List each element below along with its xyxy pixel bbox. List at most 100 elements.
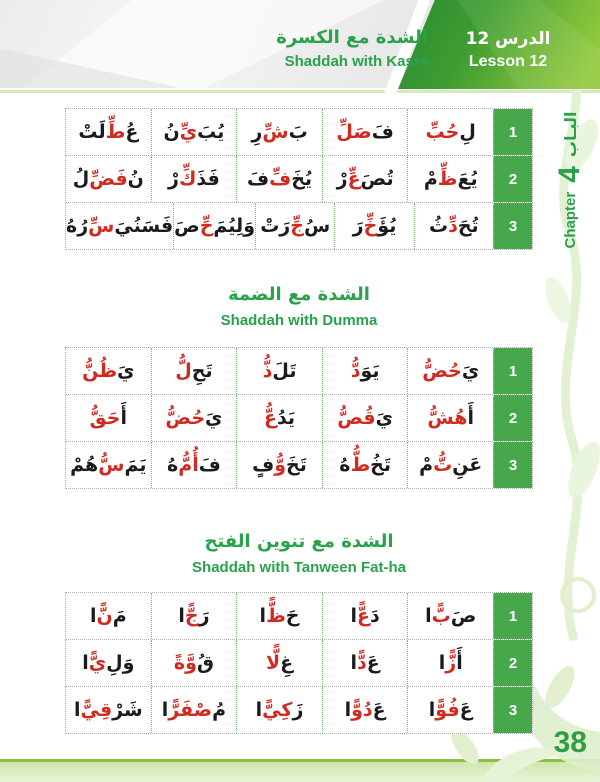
word-segment: تُصَ: [360, 168, 394, 190]
word-segment: وَلِيُمَ: [213, 215, 256, 237]
word-segment: لًّا: [265, 652, 281, 674]
word-segment: خِّ: [363, 215, 378, 237]
word-cell: بَ شِّ رِ: [236, 109, 322, 155]
word-segment: تَخَ: [286, 454, 307, 476]
word-cell: تَحِ لُّ: [150, 348, 237, 394]
word-cell: لِ حُبِّ: [407, 109, 493, 155]
word-cell: قُ وَّةً: [150, 640, 237, 686]
word-segment: قُصُّ: [337, 407, 376, 429]
word-segment: حِّ: [199, 215, 214, 237]
word-segment: ا: [259, 605, 267, 627]
word-cell: يَوَ دُّ: [321, 348, 408, 394]
header-rule: [0, 90, 600, 93]
word-segment: حُضُّ: [165, 407, 206, 429]
word-segment: ا: [82, 652, 89, 674]
word-segment: ا: [428, 699, 436, 721]
word-cell: فَسَنُيَ سِّ رُهُ: [66, 203, 173, 249]
page-title-english: Shaddah with Kasra: [284, 53, 428, 70]
word-segment: ذُّ: [262, 360, 273, 382]
word-segment: تُّ: [433, 454, 453, 476]
word-segment: يُبَ: [197, 121, 225, 143]
table-row: 2 يُعَ ظِّ مْ تُصَ عِّ رْ يُخَ فِّ فَ فَذَ كِّ رْ نُ ف…: [65, 155, 533, 203]
word-segment: ا: [178, 605, 185, 627]
word-segment: دِّ: [448, 215, 458, 237]
word-segment: مْ: [423, 168, 438, 190]
lesson-title-english: Lesson 12: [468, 53, 548, 70]
word-segment: هُ: [339, 454, 351, 476]
word-segment: نُ: [163, 121, 180, 143]
word-segment: جًّ: [184, 605, 199, 627]
word-cell: يَ حُضُّ: [150, 395, 237, 441]
word-segment: حَ: [285, 605, 300, 627]
footer-band: [0, 762, 600, 782]
words-table-dumma: 1 يَ حُضُّ يَوَ دُّ تَلَ ذُّ تَحِ لُّ يَ ظُنُّ 2 أَ ه…: [65, 347, 533, 489]
word-segment: فُوًّ: [435, 699, 460, 721]
chapter-label-english: Chapter: [561, 191, 579, 249]
row-number-badge: 1: [493, 109, 532, 155]
word-segment: سُّ: [98, 454, 125, 476]
page-title-arabic: الشدة مع الكسرة: [276, 27, 428, 48]
word-segment: زًّ: [445, 652, 457, 674]
word-segment: دُّ: [350, 360, 361, 382]
word-segment: ظًّ: [266, 605, 286, 627]
chapter-number: 4: [553, 166, 586, 183]
word-segment: كِّ: [178, 168, 197, 190]
word-segment: لَتْ: [78, 121, 106, 143]
word-cell: يُؤَ خِّ رَ: [334, 203, 413, 249]
word-segment: عَ: [372, 699, 386, 721]
word-cell: شَرْ قِيًّ ا: [66, 687, 151, 733]
word-segment: رْ: [336, 168, 348, 190]
table-row: 1 لِ حُبِّ فَ صَلِّ بَ شِّ رِ يُبَ يِّ نُ عُ طِّ لَتْ: [65, 108, 533, 156]
word-segment: طُّ: [350, 454, 371, 476]
lesson-title-arabic: الدرس 12: [465, 29, 551, 49]
word-segment: دَ: [369, 605, 380, 627]
word-segment: يَ: [205, 407, 223, 429]
word-segment: فَ: [247, 168, 270, 190]
word-segment: صَ: [174, 215, 200, 237]
word-cell: عَ دًّ ا: [321, 640, 408, 686]
word-segment: كِيًّ: [262, 699, 293, 721]
word-segment: حَقُّ: [89, 407, 121, 429]
word-segment: مُ: [212, 699, 227, 721]
word-segment: يَمَ: [124, 454, 147, 476]
word-segment: يَوَ: [360, 360, 380, 382]
word-segment: أَ: [120, 407, 127, 429]
word-cell: تُحَ دِّ ثُ: [413, 203, 493, 249]
word-segment: ا: [425, 605, 432, 627]
word-cell: رَ جًّ ا: [150, 593, 237, 639]
word-segment: يُعَ: [457, 168, 478, 190]
word-cell: مَ نًّ ا: [66, 593, 151, 639]
row-number-badge: 3: [493, 442, 532, 488]
word-segment: نُ: [127, 168, 144, 190]
word-cell: يُبَ يِّ نُ: [150, 109, 237, 155]
word-segment: فَذَ: [196, 168, 220, 190]
word-segment: أَ: [467, 407, 474, 429]
word-cell: أَ حَقُّ: [66, 395, 151, 441]
table-row: 3 عَنِ تُّ مْ تَخُ طُّ هُ تَخَ وُّ فٍ فَ أُمُّ هُ يَم…: [65, 441, 533, 489]
word-segment: يًّ: [88, 652, 107, 674]
page-title: الشدة مع الكسرة Shaddah with Kasra: [276, 27, 428, 70]
table-row: 2 أَ زًّ ا عَ دًّ ا غِ لًّا قُ وَّةً وَلِ يًّ ا: [65, 639, 533, 687]
word-cell: تَخَ وُّ فٍ: [236, 442, 322, 488]
word-cell: يَ حُضُّ: [407, 348, 493, 394]
word-segment: رَ: [352, 215, 364, 237]
word-cell: تَخُ طُّ هُ: [321, 442, 408, 488]
word-segment: حُضُّ: [422, 360, 462, 382]
section-title-english: Shaddah with Tanween Fat-ha: [192, 559, 406, 576]
word-segment: عِّ: [347, 168, 361, 190]
row-number-badge: 1: [493, 348, 532, 394]
word-segment: لُ: [72, 168, 90, 190]
word-segment: ا: [344, 699, 352, 721]
word-cell: عَنِ تُّ مْ: [407, 442, 493, 488]
word-segment: يِّ: [179, 121, 198, 143]
word-cell: يَدُ عُّ: [236, 395, 322, 441]
section-title-arabic: الشدة مع الضمة: [228, 284, 370, 305]
page-number: 38: [553, 726, 587, 759]
chapter-label-arabic: البـاب: [560, 111, 580, 158]
word-segment: بَ: [288, 121, 308, 143]
word-cell: وَلِ يًّ ا: [66, 640, 151, 686]
word-cell: فَذَ كِّ رْ: [150, 156, 237, 202]
word-segment: عَ: [366, 652, 380, 674]
word-segment: طِّ: [105, 121, 126, 143]
